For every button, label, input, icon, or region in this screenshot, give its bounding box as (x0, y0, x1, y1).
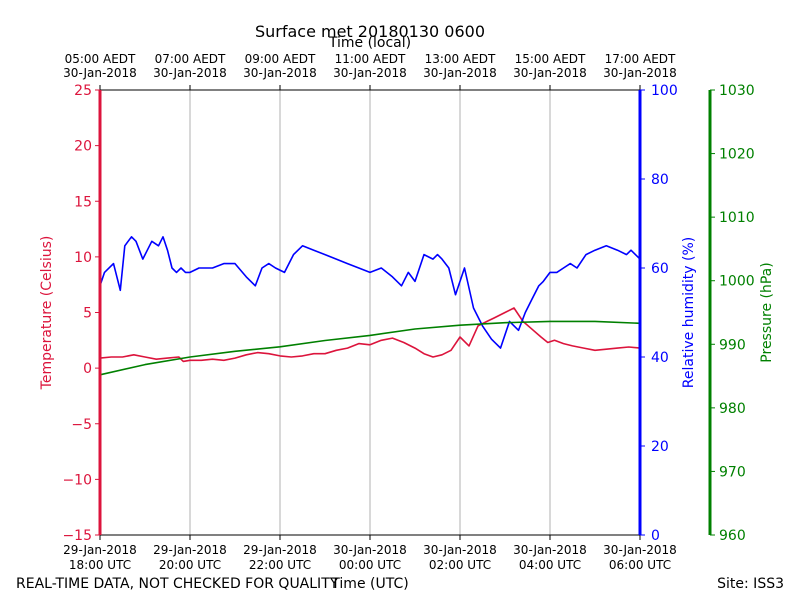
x-tick-label-local-date: 30-Jan-2018 (153, 66, 227, 80)
temperature-tick-label: −15 (62, 528, 92, 544)
pressure-tick-label: 960 (719, 528, 746, 544)
temperature-tick-label: −10 (62, 472, 92, 488)
x-tick-label-local-date: 30-Jan-2018 (333, 66, 407, 80)
temperature-tick-label: 20 (74, 139, 92, 155)
x-tick-label-utc-date: 29-Jan-2018 (243, 543, 317, 557)
temperature-tick-label: 0 (83, 361, 92, 377)
x-tick-label-local-time: 11:00 AEDT (335, 52, 406, 66)
quality-disclaimer: REAL-TIME DATA, NOT CHECKED FOR QUALITY (16, 576, 339, 592)
x-tick-label-local-time: 05:00 AEDT (65, 52, 136, 66)
vertical-gridlines (189, 90, 551, 535)
humidity-axis-label: Relative humidity (%) (681, 237, 697, 388)
pressure-tick-label: 1010 (719, 210, 755, 226)
humidity-tick-label: 0 (651, 528, 660, 544)
x-tick-label-utc-time: 00:00 UTC (339, 558, 401, 572)
temperature-tick-label: −5 (71, 417, 92, 433)
x-tick-label-utc-date: 30-Jan-2018 (423, 543, 497, 557)
humidity-tick-label: 80 (651, 172, 669, 188)
temperature-tick-label: 10 (74, 250, 92, 266)
relative-humidity-line (99, 236, 641, 349)
chart-title: Surface met 20180130 0600 (255, 22, 485, 41)
bottom-axis-label: Time (UTC) (330, 576, 408, 592)
pressure-tick-label: 1020 (719, 147, 755, 163)
x-tick-label-local-date: 30-Jan-2018 (63, 66, 137, 80)
x-tick-label-local-date: 30-Jan-2018 (603, 66, 677, 80)
pressure-tick-label: 990 (719, 337, 746, 353)
top-axis-label: Time (local) (328, 35, 411, 51)
x-tick-label-utc-date: 30-Jan-2018 (333, 543, 407, 557)
x-tick-label-utc-time: 04:00 UTC (519, 558, 581, 572)
pressure-tick-label: 970 (719, 464, 746, 480)
pressure-line (99, 320, 641, 376)
humidity-tick-label: 20 (651, 439, 669, 455)
humidity-tick-label: 100 (651, 83, 678, 99)
x-tick-label-utc-date: 29-Jan-2018 (63, 543, 137, 557)
x-tick-label-local-time: 17:00 AEDT (605, 52, 676, 66)
x-tick-label-local-date: 30-Jan-2018 (423, 66, 497, 80)
temperature-tick-label: 25 (74, 83, 92, 99)
series-lines (99, 236, 641, 376)
x-tick-label-utc-time: 22:00 UTC (249, 558, 311, 572)
pressure-axis-label: Pressure (hPa) (759, 262, 775, 362)
pressure-tick-label: 1030 (719, 83, 755, 99)
temperature-axis-label: Temperature (Celsius) (39, 236, 55, 391)
x-tick-label-local-time: 09:00 AEDT (245, 52, 316, 66)
temperature-line (99, 307, 641, 363)
x-tick-label-utc-time: 20:00 UTC (159, 558, 221, 572)
site-label: Site: ISS3 (717, 576, 784, 592)
x-tick-label-utc-date: 30-Jan-2018 (603, 543, 677, 557)
pressure-tick-label: 980 (719, 401, 746, 417)
x-tick-label-local-date: 30-Jan-2018 (513, 66, 587, 80)
temperature-tick-label: 5 (83, 306, 92, 322)
x-tick-label-utc-time: 06:00 UTC (609, 558, 671, 572)
x-tick-label-local-time: 13:00 AEDT (425, 52, 496, 66)
pressure-tick-label: 1000 (719, 274, 755, 290)
x-tick-label-utc-date: 29-Jan-2018 (153, 543, 227, 557)
x-tick-label-local-time: 07:00 AEDT (155, 52, 226, 66)
x-tick-label-utc-date: 30-Jan-2018 (513, 543, 587, 557)
x-tick-label-local-time: 15:00 AEDT (515, 52, 586, 66)
humidity-tick-label: 40 (651, 350, 669, 366)
temperature-tick-label: 15 (74, 194, 92, 210)
humidity-tick-label: 60 (651, 261, 669, 277)
x-tick-label-utc-time: 18:00 UTC (69, 558, 131, 572)
x-tick-label-utc-time: 02:00 UTC (429, 558, 491, 572)
x-tick-label-local-date: 30-Jan-2018 (243, 66, 317, 80)
